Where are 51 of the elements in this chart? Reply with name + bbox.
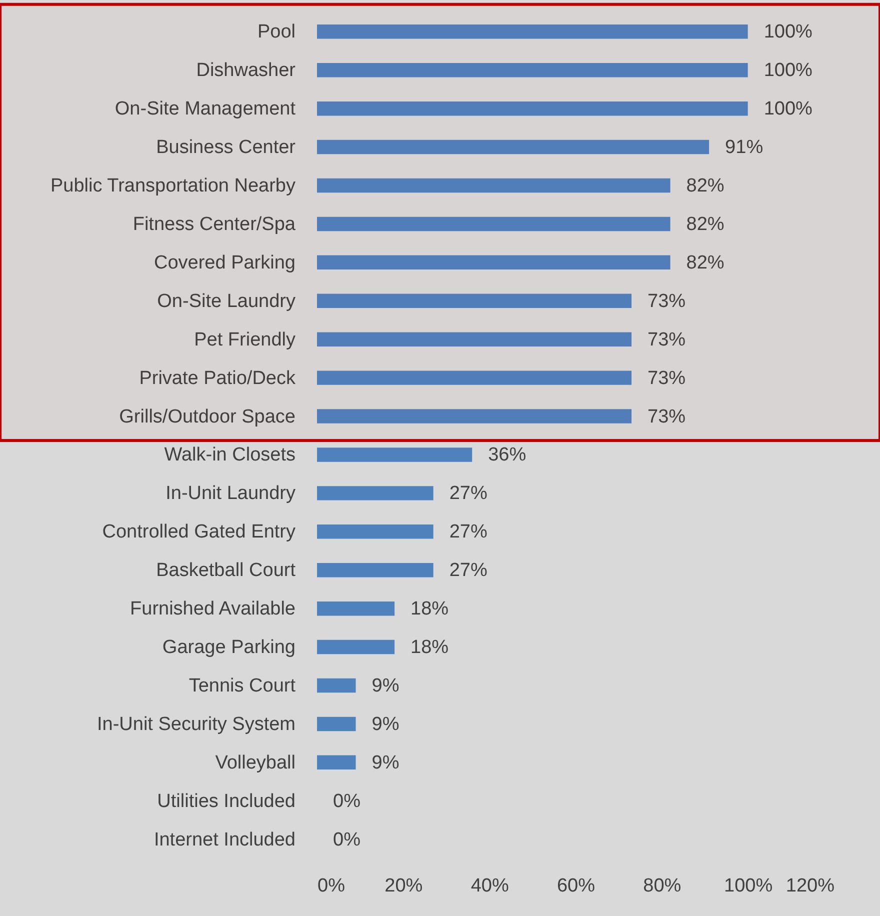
y-tick-label: Basketball Court	[156, 560, 296, 582]
y-tick-label: Public Transportation Nearby	[50, 176, 296, 196]
data-label: 73%	[648, 290, 686, 312]
data-label: 82%	[686, 176, 724, 196]
y-tick-label: Covered Parking	[154, 252, 296, 274]
x-tick-label: 100%	[724, 876, 773, 896]
data-label: 27%	[449, 560, 488, 582]
y-tick-label: On-Site Management	[114, 98, 296, 120]
data-label: 100%	[764, 22, 813, 43]
y-tick-label: On-Site Laundry	[157, 290, 296, 312]
data-label: 0%	[333, 829, 361, 850]
y-tick-label: Pool	[257, 22, 296, 43]
x-tick-label: 40%	[470, 876, 509, 896]
y-tick-label: Furnished Available	[130, 598, 296, 620]
y-tick-label: Pet Friendly	[194, 329, 296, 350]
y-tick-label: Dishwasher	[196, 60, 296, 82]
data-label: 73%	[648, 368, 686, 389]
data-label: 100%	[764, 98, 813, 120]
x-tick-label: 120%	[786, 876, 835, 896]
x-tick-label: 20%	[384, 876, 423, 896]
y-tick-label: Fitness Center/Spa	[132, 214, 296, 235]
data-label: 91%	[725, 137, 764, 158]
y-tick-label: Business Center	[156, 137, 296, 158]
data-label: 9%	[372, 676, 400, 696]
data-label: 18%	[410, 637, 449, 658]
y-tick-label: Walk-in Closets	[164, 444, 296, 466]
data-label: 0%	[333, 790, 361, 812]
y-tick-label: In-Unit Laundry	[166, 483, 296, 504]
data-label: 82%	[686, 252, 724, 274]
data-label: 73%	[648, 406, 686, 428]
data-label: 9%	[372, 714, 400, 735]
data-label: 18%	[410, 598, 449, 620]
y-tick-label: Private Patio/Deck	[139, 368, 296, 389]
y-tick-label: In-Unit Security System	[97, 714, 296, 735]
y-tick-label: Tennis Court	[188, 676, 296, 696]
data-label: 82%	[686, 214, 724, 235]
y-tick-label: Controlled Gated Entry	[102, 522, 296, 543]
y-tick-label: Garage Parking	[162, 637, 296, 658]
data-label: 73%	[648, 329, 686, 350]
x-tick-label: 80%	[643, 876, 682, 896]
data-label: 27%	[449, 483, 488, 504]
data-label: 100%	[764, 60, 813, 82]
data-label: 27%	[449, 522, 488, 543]
x-tick-label: 0%	[318, 876, 346, 896]
y-tick-label: Utilities Included	[157, 790, 296, 812]
x-tick-label: 60%	[556, 876, 596, 896]
y-tick-label: Volleyball	[215, 752, 296, 774]
y-tick-label: Grills/Outdoor Space	[119, 406, 296, 428]
data-label: 36%	[488, 444, 526, 466]
y-tick-label: Internet Included	[154, 829, 296, 850]
data-label: 9%	[372, 752, 400, 774]
